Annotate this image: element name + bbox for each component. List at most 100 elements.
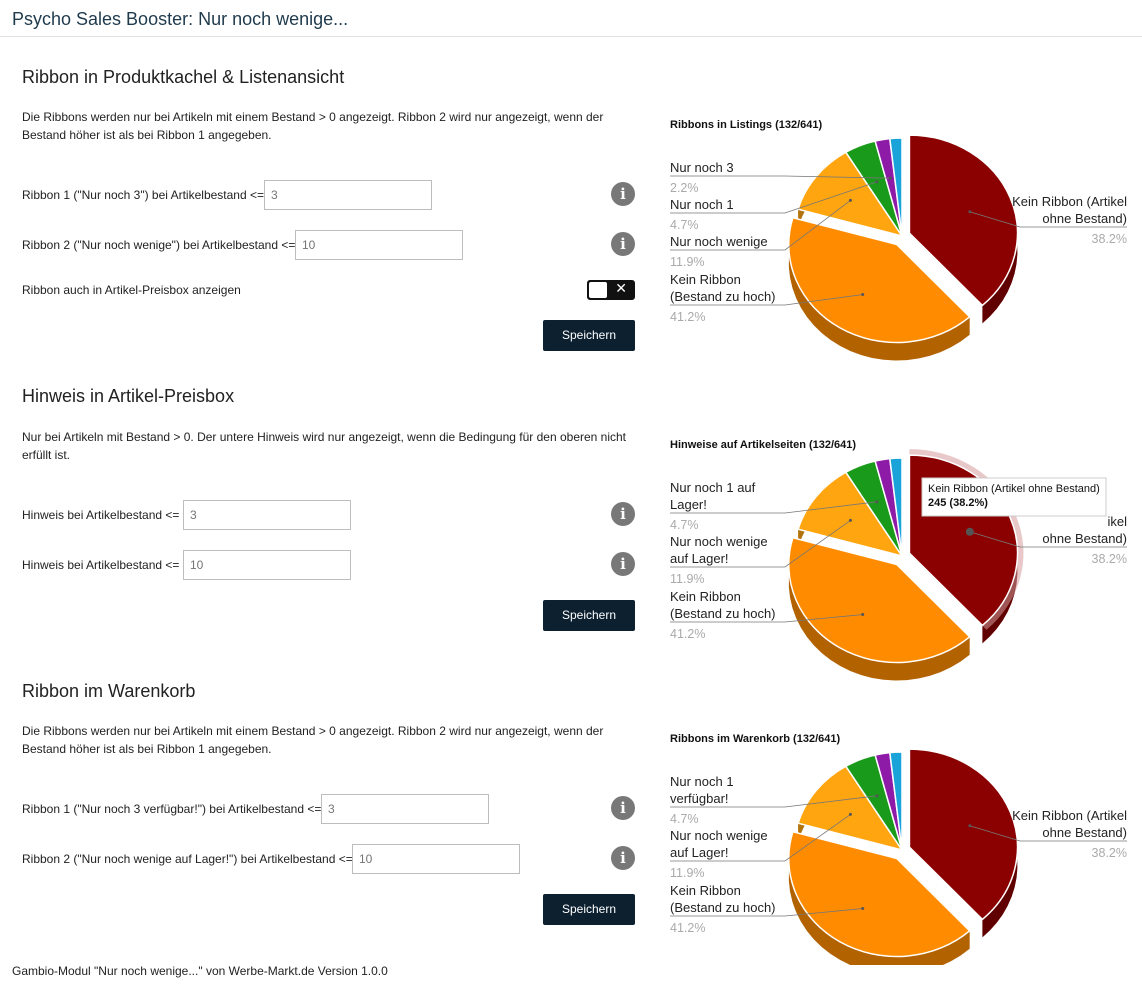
save-button[interactable]: Speichern <box>543 320 635 351</box>
section-description: Die Ribbons werden nur bei Artikeln mit … <box>22 724 604 756</box>
slice-label: ikel <box>1107 514 1127 529</box>
slice-label: verfügbar! <box>670 791 729 806</box>
slice-percent: 38.2% <box>1092 232 1127 246</box>
info-icon[interactable]: i <box>611 796 635 820</box>
slice-anchor-dot <box>848 812 852 816</box>
slice-label: (Bestand zu hoch) <box>670 900 776 915</box>
slice-label: Kein Ribbon <box>670 589 741 604</box>
slice-label: Nur noch 1 auf <box>670 480 756 495</box>
info-icon[interactable]: i <box>611 232 635 256</box>
slice-label: Nur noch wenige <box>670 828 768 843</box>
ribbon2-input[interactable] <box>295 230 463 260</box>
section-description: Nur bei Artikeln mit Bestand > 0. Der un… <box>22 430 627 462</box>
slice-anchor-dot <box>968 824 972 828</box>
slice-anchor-dot <box>875 180 879 184</box>
slice-anchor-dot <box>875 794 879 798</box>
ribbon2-label: Ribbon 2 ("Nur noch wenige") bei Artikel… <box>22 238 296 252</box>
slice-percent: 2.2% <box>670 181 699 195</box>
save-button[interactable]: Speichern <box>543 600 635 631</box>
slice-percent: 11.9% <box>670 572 705 586</box>
tooltip-title: Kein Ribbon (Artikel ohne Bestand) <box>928 483 1100 495</box>
slice-label: Nur noch 1 <box>670 197 734 212</box>
cart-ribbon1-input[interactable] <box>321 794 489 824</box>
pie-chart-2: Hinweise auf Artikelseiten (132/641) ikel… <box>670 439 1127 681</box>
pie-chart-1: Ribbons in Listings (132/641) Kein Ribbon… <box>670 119 1127 361</box>
top-bar: Psycho Sales Booster: Nur noch wenige... <box>0 0 1142 37</box>
slice-label: Kein Ribbon (Artikel <box>1012 808 1127 823</box>
section-heading-hinweis: Hinweis in Artikel-Preisbox <box>22 386 235 406</box>
chart-title: Ribbons im Warenkorb (132/641) <box>670 733 840 745</box>
close-icon: ✕ <box>615 281 627 297</box>
slice-connector <box>969 211 1127 228</box>
slice-percent: 11.9% <box>670 866 705 880</box>
slice-label: (Bestand zu hoch) <box>670 606 776 621</box>
slice-connector <box>670 614 863 623</box>
page-title: Psycho Sales Booster: Nur noch wenige... <box>12 9 349 29</box>
ribbon1-label: Ribbon 1 ("Nur noch 3") bei Artikelbesta… <box>22 188 264 202</box>
section-heading-warenkorb: Ribbon im Warenkorb <box>22 681 196 701</box>
preisbox-toggle[interactable]: ✕ <box>587 280 635 300</box>
section-description: Die Ribbons werden nur bei Artikeln mit … <box>22 110 604 142</box>
slice-percent: 41.2% <box>670 921 705 935</box>
toggle-knob <box>589 282 607 298</box>
slice-connector <box>670 181 877 214</box>
slice-anchor-dot <box>875 500 879 504</box>
chart-tooltip <box>921 477 1107 517</box>
cart-ribbon2-input[interactable] <box>352 844 520 874</box>
slice-label: auf Lager! <box>670 845 729 860</box>
hint2-input[interactable] <box>183 550 351 580</box>
slice-percent: 41.2% <box>670 310 705 324</box>
slice-label: Kein Ribbon <box>670 272 741 287</box>
slice-connector <box>670 814 851 862</box>
slice-anchor-dot <box>965 527 974 536</box>
hint2-label: Hinweis bei Artikelbestand <= <box>22 558 180 572</box>
pie-slice <box>888 457 903 557</box>
slice-label: Lager! <box>670 497 707 512</box>
pie-slice <box>788 216 971 344</box>
slice-label: Nur noch wenige <box>670 534 768 549</box>
info-icon[interactable]: i <box>611 552 635 576</box>
slice-label: ohne Bestand) <box>1042 825 1127 840</box>
slice-connector <box>670 520 851 568</box>
hint1-input[interactable] <box>183 500 351 530</box>
footer-text: Gambio-Modul "Nur noch wenige..." von We… <box>12 964 388 978</box>
pie-slice <box>788 536 971 664</box>
toggle-label: Ribbon auch in Artikel-Preisbox anzeigen <box>22 283 241 297</box>
slice-connector <box>969 825 1127 842</box>
cart-ribbon1-label: Ribbon 1 ("Nur noch 3 verfügbar!") bei A… <box>22 802 322 816</box>
info-icon[interactable]: i <box>611 846 635 870</box>
pie-slice <box>908 134 1019 307</box>
slice-label: auf Lager! <box>670 551 729 566</box>
slice-connector <box>969 531 1127 548</box>
chart-title: Ribbons in Listings (132/641) <box>670 119 823 131</box>
pie-slice <box>797 471 904 558</box>
ribbon1-input[interactable] <box>264 180 432 210</box>
slice-label: ohne Bestand) <box>1042 211 1127 226</box>
slice-connector <box>670 795 877 808</box>
slice-percent: 38.2% <box>1092 552 1127 566</box>
pie-chart-3: Ribbons im Warenkorb (132/641) Kein Ribbo… <box>670 733 1127 965</box>
pie-charts: Ribbons in Listings (132/641) Kein Ribbon… <box>670 119 1127 965</box>
slice-label: ohne Bestand) <box>1042 531 1127 546</box>
info-icon[interactable]: i <box>611 182 635 206</box>
cart-ribbon2-label: Ribbon 2 ("Nur noch wenige auf Lager!") … <box>22 852 353 866</box>
slice-percent: 11.9% <box>670 255 705 269</box>
save-button[interactable]: Speichern <box>543 894 635 925</box>
slice-connector <box>670 294 863 306</box>
info-icon[interactable]: i <box>611 502 635 526</box>
slice-percent: 38.2% <box>1092 846 1127 860</box>
slice-connector <box>670 908 863 917</box>
slice-anchor-dot <box>848 518 852 522</box>
slice-percent: 4.7% <box>670 518 699 532</box>
slice-percent: 4.7% <box>670 812 699 826</box>
slice-percent: 4.7% <box>670 218 699 232</box>
slice-anchor-dot <box>861 613 865 617</box>
slice-anchor-dot <box>968 210 972 214</box>
chart-title: Hinweise auf Artikelseiten (132/641) <box>670 439 856 451</box>
slice-label: Nur noch 1 <box>670 774 734 789</box>
slice-connector <box>670 501 877 514</box>
pie-slice <box>788 830 971 958</box>
tooltip-value: 245 (38.2%) <box>928 497 988 509</box>
slice-label: Kein Ribbon (Artikel <box>1012 194 1127 209</box>
slice-anchor-dot <box>861 907 865 911</box>
